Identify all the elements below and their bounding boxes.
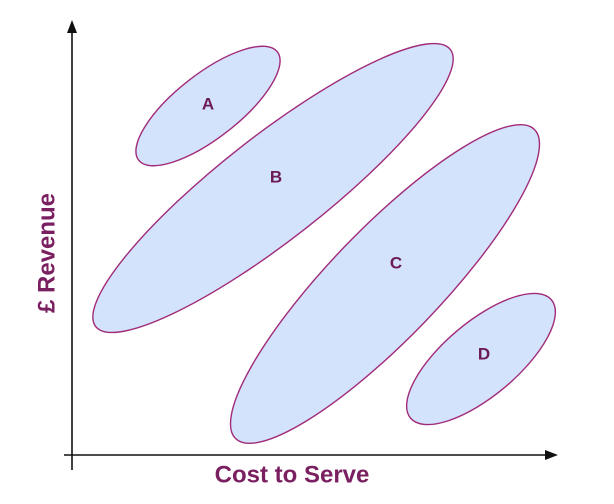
- x-axis-title: Cost to Serve: [215, 461, 370, 488]
- segment-d: D: [405, 292, 557, 426]
- segment-d-label: D: [478, 344, 490, 363]
- segment-a-ellipse: [135, 45, 281, 167]
- segment-c-label: C: [390, 253, 402, 272]
- segment-b-label: B: [270, 167, 282, 186]
- axes: [64, 20, 558, 470]
- y-axis-arrowhead: [67, 20, 77, 33]
- segment-b: B: [92, 42, 454, 334]
- segment-a-label: A: [202, 94, 214, 113]
- segment-a: A: [135, 45, 281, 167]
- segment-b-ellipse: [92, 42, 454, 334]
- segment-c-ellipse: [229, 123, 541, 445]
- segment-d-ellipse: [405, 292, 557, 426]
- y-axis-title: £ Revenue: [33, 193, 60, 313]
- x-axis-arrowhead: [545, 450, 558, 460]
- segment-c: C: [229, 123, 541, 445]
